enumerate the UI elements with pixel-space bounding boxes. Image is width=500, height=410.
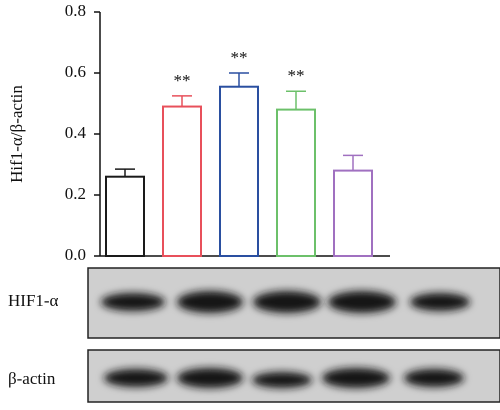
blot-row-label: β-actin	[8, 369, 56, 388]
y-tick-label: 0.8	[65, 1, 86, 20]
y-tick-label: 0.0	[65, 245, 86, 264]
bands	[101, 291, 470, 313]
y-tick-label: 0.2	[65, 184, 86, 203]
significance-label: **	[231, 48, 248, 67]
blot-row-label: HIF1-α	[8, 291, 59, 310]
bar	[333, 169, 373, 258]
bar	[105, 175, 145, 257]
bar	[162, 105, 202, 257]
blot-panel	[87, 267, 500, 403]
bar	[219, 85, 259, 257]
significance-label: **	[288, 66, 305, 85]
y-axis-label: Hif1-α/β-actin	[7, 85, 26, 183]
bands	[104, 368, 464, 388]
bar	[276, 108, 316, 257]
y-tick-label: 0.6	[65, 62, 86, 81]
y-tick-label: 0.4	[65, 123, 87, 142]
significance-label: **	[174, 71, 191, 90]
